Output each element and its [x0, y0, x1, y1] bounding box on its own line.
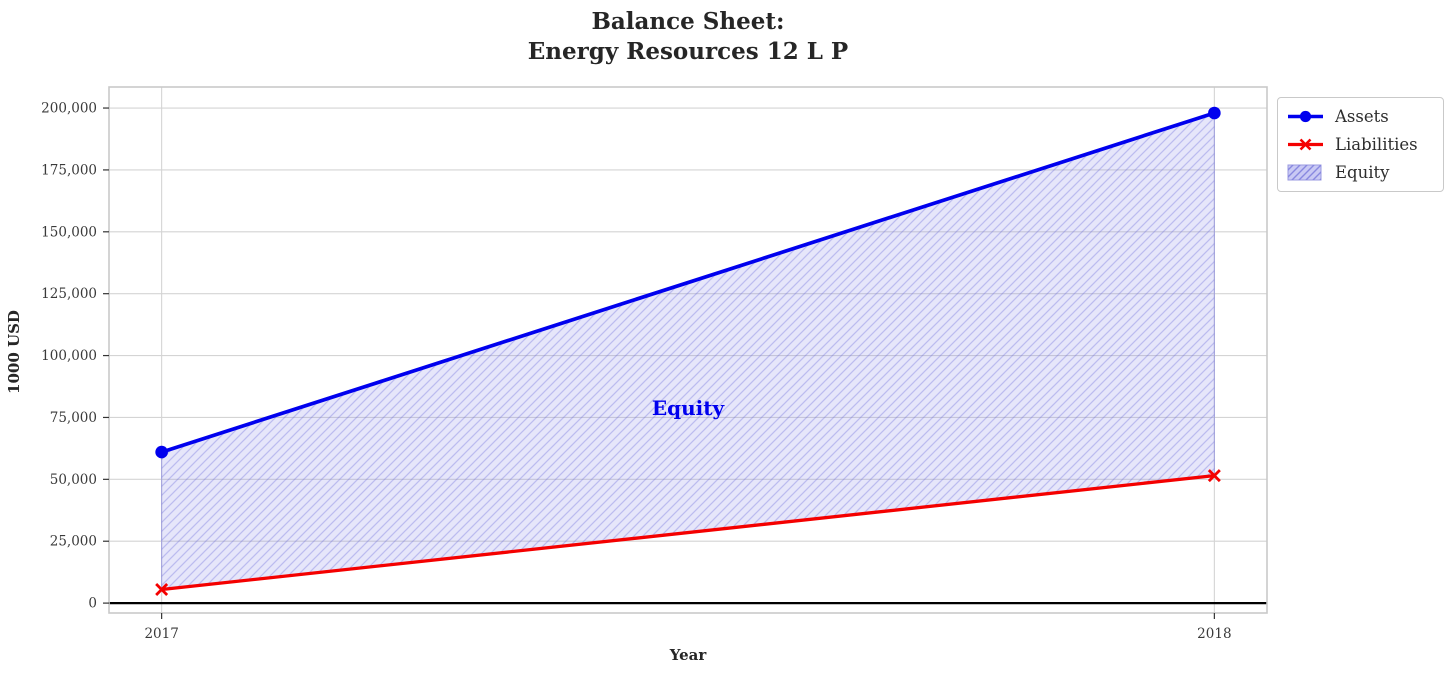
y-tick-label: 0 [88, 596, 97, 612]
liabilities-line [159, 473, 1217, 592]
chart-title: Balance Sheet: Energy Resources 12 L P [109, 7, 1267, 67]
y-tick-label: 100,000 [41, 348, 97, 364]
assets-line [159, 111, 1217, 454]
y-tick-label: 50,000 [50, 472, 97, 488]
liabilities-marker-2018 [1207, 469, 1221, 483]
liabilities-line-icon [1287, 137, 1324, 152]
equity-patch-icon [1287, 164, 1324, 181]
liabilities-marker-2017 [155, 582, 169, 596]
legend-item-liabilities: Liabilities [1287, 133, 1434, 156]
chart-title-line2: Energy Resources 12 L P [527, 38, 849, 65]
legend-item-assets: Assets [1287, 105, 1434, 128]
assets-marker-2017 [155, 445, 168, 459]
legend: Assets Liabilities [1277, 97, 1444, 192]
legend-item-equity: Equity [1287, 161, 1434, 184]
y-tick-label: 125,000 [41, 286, 97, 302]
legend-label: Equity [1335, 163, 1390, 182]
x-axis-label: Year [669, 646, 707, 664]
y-axis-label: 1000 USD [5, 310, 23, 394]
assets-line-icon [1287, 109, 1324, 124]
equity-area-hatch [161, 112, 1215, 590]
plot-frame [108, 86, 1268, 614]
equity-area-label: Equity [651, 395, 725, 420]
assets-marker-2018 [1208, 106, 1221, 120]
legend-label: Liabilities [1335, 135, 1418, 154]
y-tick-label: 175,000 [41, 162, 97, 178]
legend-label: Assets [1335, 107, 1389, 126]
chart-title-line1: Balance Sheet: [591, 8, 785, 35]
y-tick-label: 25,000 [50, 534, 97, 550]
x-tick-label: 2017 [144, 626, 178, 642]
y-tick-label: 200,000 [41, 101, 97, 117]
x-tick-label: 2018 [1197, 626, 1231, 642]
y-tick-label: 75,000 [50, 410, 97, 426]
y-tick-label: 150,000 [41, 224, 97, 240]
